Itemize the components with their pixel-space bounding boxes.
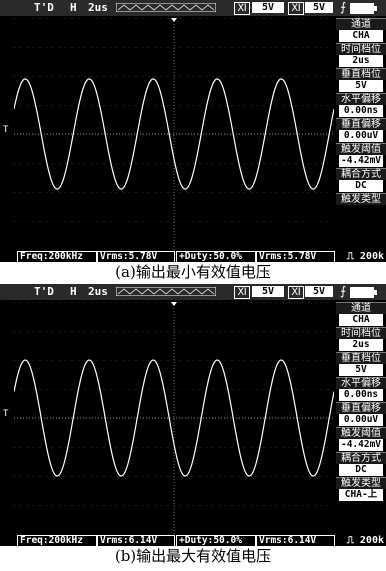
frequency-readout: Freq:200kHz [17,251,97,262]
trigger-edge-icon: ⨍ [340,284,347,298]
menu-header-timebase[interactable]: 时间档位 [336,327,386,339]
ch1-volt-value[interactable]: 5V [252,2,284,13]
sine-waveform [14,359,334,477]
timebase-label: 2us [88,285,108,298]
waveform-preview-icon [116,3,216,12]
h-label: H [70,1,77,14]
frequency-readout: Freq:200kHz [17,535,97,546]
menu-header-coupling[interactable]: 耦合方式 [336,452,386,464]
pulse-frequency-readout: ⎍ 200k [346,251,384,262]
scope-panel-b: T'D H 2us Ⅺ 5V Ⅺ 5V ⨍ T 通道 CHA 时间档位 2us … [0,284,386,546]
menu-header-horizontal-offset[interactable]: 水平偏移 [336,377,386,389]
menu-value-channel: CHA [339,30,383,42]
menu-value-trigger-threshold: -4.42mV [339,155,383,167]
menu-header-channel[interactable]: 通道 [336,18,386,30]
side-menu: 通道 CHA 时间档位 2us 垂直档位 5V 水平偏移 0.00ns 垂直偏移… [336,18,386,205]
ch2-icon: Ⅺ [288,286,304,299]
pulse-frequency-readout: ⎍ 200k [346,535,384,546]
top-status-bar: T'D H 2us Ⅺ 5V Ⅺ 5V ⨍ [0,0,386,16]
trigger-level-marker-icon: T [3,125,9,135]
trigger-position-marker [171,302,177,306]
scope-panel-a: T'D H 2us Ⅺ 5V Ⅺ 5V ⨍ T 通道 CHA 时间档位 2us … [0,0,386,262]
caption-a: (a)输出最小有效值电压 [115,263,271,281]
battery-icon [350,3,377,14]
menu-value-vertical-offset: 0.00uV [339,414,383,426]
menu-value-vertical-offset: 0.00uV [339,130,383,142]
duty-readout: +Duty:50.0% [176,251,256,262]
menu-header-trigger-threshold[interactable]: 触发阈值 [336,143,386,155]
battery-icon [350,287,377,298]
trigger-edge-icon: ⨍ [340,0,347,14]
menu-header-trigger-type[interactable]: 触发类型 [336,193,386,205]
timebase-label: 2us [88,1,108,14]
oscilloscope-screen[interactable] [14,18,334,250]
sine-waveform [14,78,334,190]
menu-value-horizontal-offset: 0.00ns [339,105,383,117]
menu-value-vertical-scale: 5V [339,364,383,376]
duty-readout: +Duty:50.0% [176,535,256,546]
vrms-readout-2: Vrms:6.14V [256,535,335,546]
menu-value-vertical-scale: 5V [339,80,383,92]
menu-header-vertical-scale[interactable]: 垂直档位 [336,68,386,80]
ch1-icon: Ⅺ [234,2,250,15]
waveform-preview-icon [116,287,216,296]
measurement-bar: Freq:200kHz Vrms:5.78V +Duty:50.0% Vrms:… [0,251,386,262]
menu-header-trigger-threshold[interactable]: 触发阈值 [336,427,386,439]
menu-value-channel: CHA [339,314,383,326]
menu-header-channel[interactable]: 通道 [336,302,386,314]
oscilloscope-screen[interactable] [14,302,334,534]
ch1-icon: Ⅺ [234,286,250,299]
measurement-bar: Freq:200kHz Vrms:6.14V +Duty:50.0% Vrms:… [0,535,386,546]
ch2-volt-value[interactable]: 5V [305,2,333,13]
menu-header-vertical-offset[interactable]: 垂直偏移 [336,118,386,130]
menu-value-trigger-threshold: -4.42mV [339,439,383,451]
menu-value-trigger-type: CHA-上 [339,489,383,501]
vrms-readout-2: Vrms:5.78V [256,251,335,262]
caption-b: (b)输出最大有效值电压 [114,547,272,565]
mode-label: T'D [34,1,54,14]
menu-header-coupling[interactable]: 耦合方式 [336,168,386,180]
trigger-level-marker-icon: T [3,409,9,419]
mode-label: T'D [34,285,54,298]
top-status-bar: T'D H 2us Ⅺ 5V Ⅺ 5V ⨍ [0,284,386,300]
menu-header-timebase[interactable]: 时间档位 [336,43,386,55]
menu-header-horizontal-offset[interactable]: 水平偏移 [336,93,386,105]
menu-header-vertical-offset[interactable]: 垂直偏移 [336,402,386,414]
ch2-volt-value[interactable]: 5V [305,286,333,297]
vrms-readout: Vrms:6.14V [97,535,175,546]
menu-value-timebase: 2us [339,339,383,351]
menu-value-horizontal-offset: 0.00ns [339,389,383,401]
menu-value-coupling: DC [339,180,383,192]
menu-header-vertical-scale[interactable]: 垂直档位 [336,352,386,364]
vrms-readout: Vrms:5.78V [97,251,175,262]
ch1-volt-value[interactable]: 5V [252,286,284,297]
trigger-position-marker [171,18,177,22]
h-label: H [70,285,77,298]
menu-header-trigger-type[interactable]: 触发类型 [336,477,386,489]
ch2-icon: Ⅺ [288,2,304,15]
menu-value-timebase: 2us [339,55,383,67]
menu-value-coupling: DC [339,464,383,476]
side-menu: 通道 CHA 时间档位 2us 垂直档位 5V 水平偏移 0.00ns 垂直偏移… [336,302,386,502]
